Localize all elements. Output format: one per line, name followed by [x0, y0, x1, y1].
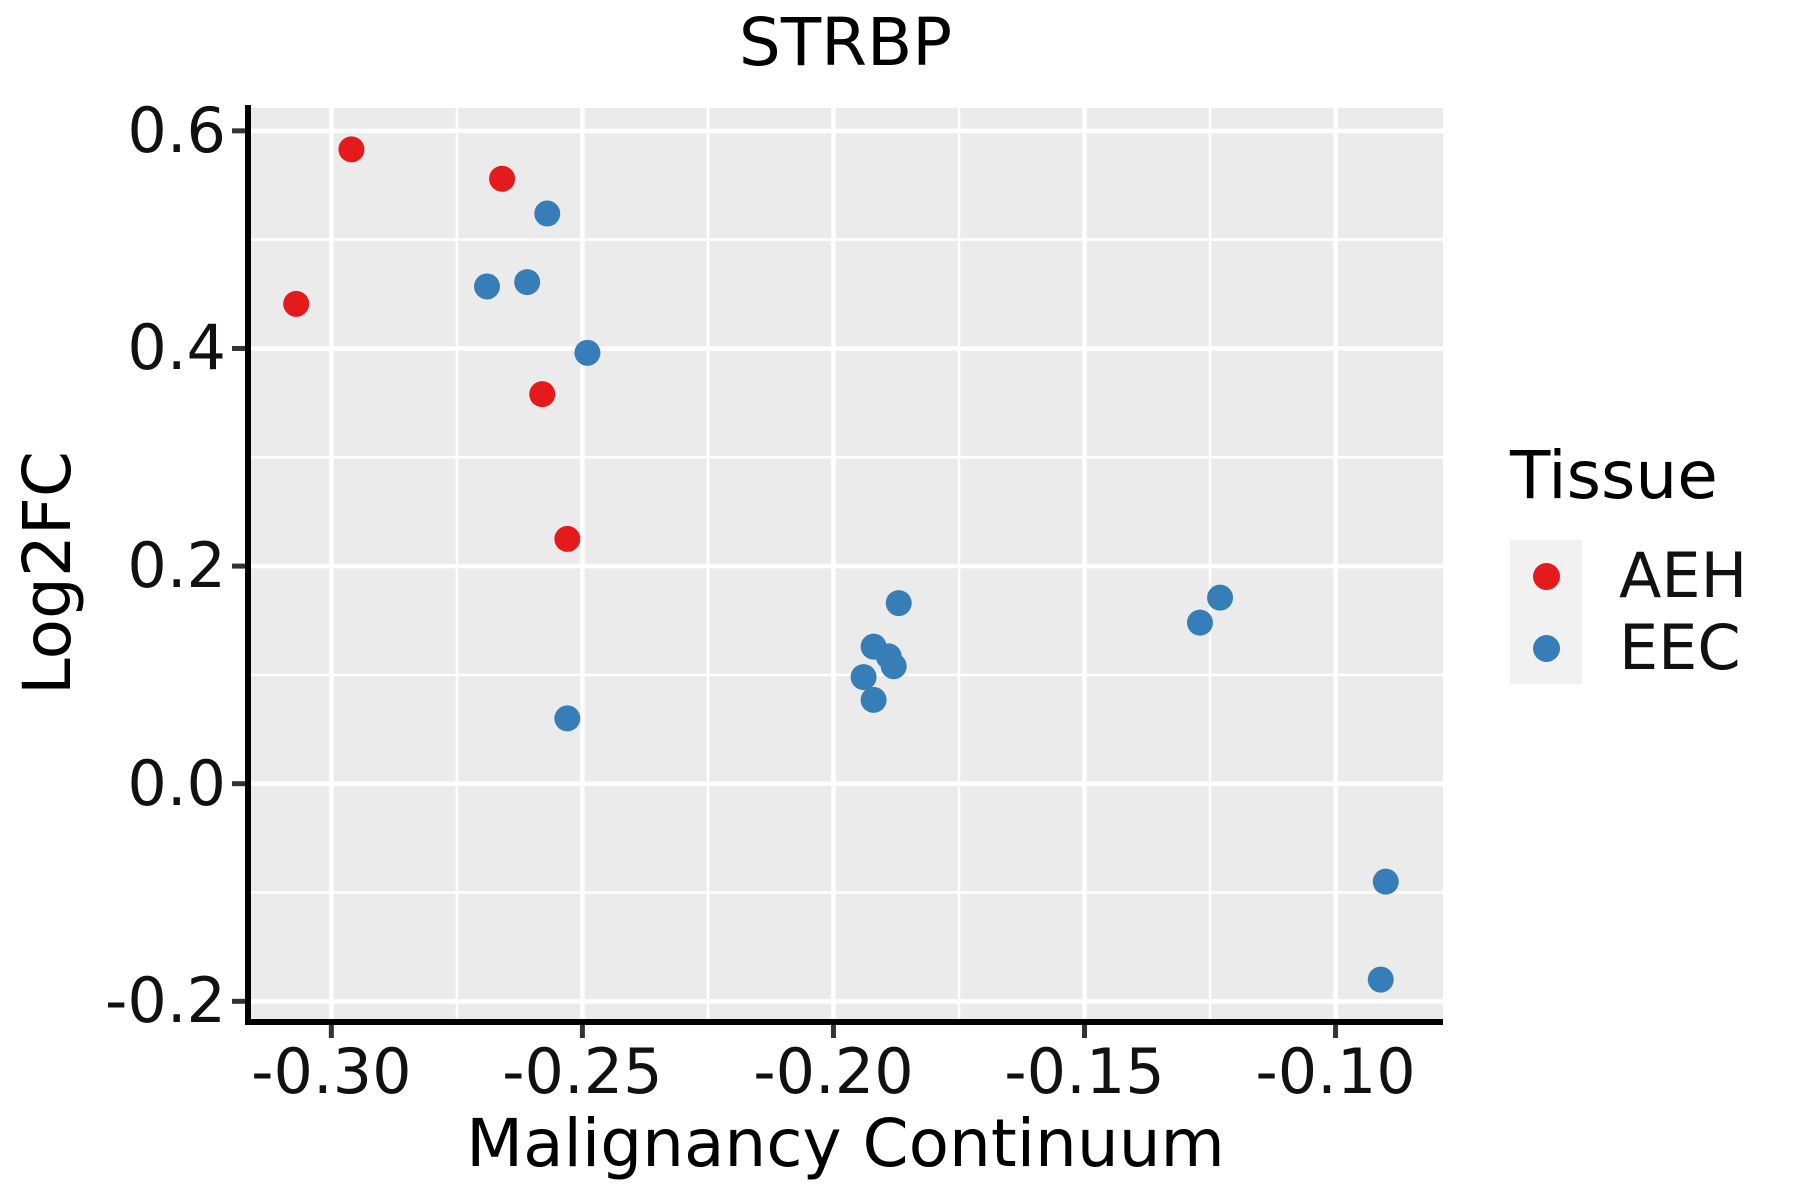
data-point-aeh [554, 525, 581, 552]
data-point-eec [554, 705, 581, 732]
y-tick-label: -0.2 [105, 964, 226, 1038]
x-tick-label: -0.20 [753, 1035, 914, 1108]
y-tick-label: 0.4 [127, 311, 226, 385]
data-point-eec [574, 339, 601, 366]
data-point-eec [850, 664, 877, 691]
legend-key-box [1510, 540, 1582, 612]
legend-item-label: EEC [1619, 611, 1741, 684]
legend-key-box [1510, 612, 1582, 684]
data-point-eec [880, 653, 907, 680]
x-tick-label: -0.10 [1255, 1035, 1416, 1108]
y-tick-label: 0.0 [127, 746, 226, 820]
legend-item-label: AEH [1619, 539, 1748, 612]
legend-title: Tissue [1510, 437, 1718, 514]
data-point-eec [885, 590, 912, 617]
aeh-point-icon [1532, 562, 1560, 590]
data-point-eec [474, 273, 500, 300]
x-axis-title: Malignancy Continuum [466, 1105, 1225, 1182]
y-tick-label: 0.6 [127, 93, 226, 167]
plot-title: STRBP [738, 4, 953, 81]
x-tick-label: -0.25 [502, 1035, 663, 1108]
data-point-eec [1367, 966, 1394, 993]
y-tick-label: 0.2 [127, 529, 226, 603]
legend-item-aeh: AEH [1510, 540, 1747, 612]
legend: Tissue AEH EEC [1510, 440, 1747, 684]
legend-item-eec: EEC [1510, 612, 1747, 684]
data-point-aeh [529, 381, 556, 408]
x-tick-label: -0.15 [1004, 1035, 1165, 1108]
data-point-eec [1207, 584, 1234, 611]
eec-point-icon [1532, 634, 1560, 662]
y-axis-title: Log2FC [9, 451, 86, 695]
data-point-aeh [338, 136, 365, 163]
data-point-eec [534, 200, 561, 227]
data-point-aeh [489, 165, 516, 192]
data-point-eec [1372, 868, 1399, 895]
data-point-aeh [283, 290, 310, 317]
x-tick-label: -0.30 [251, 1035, 412, 1108]
data-point-eec [514, 269, 541, 296]
data-point-eec [1186, 609, 1213, 636]
data-point-eec [860, 686, 887, 713]
